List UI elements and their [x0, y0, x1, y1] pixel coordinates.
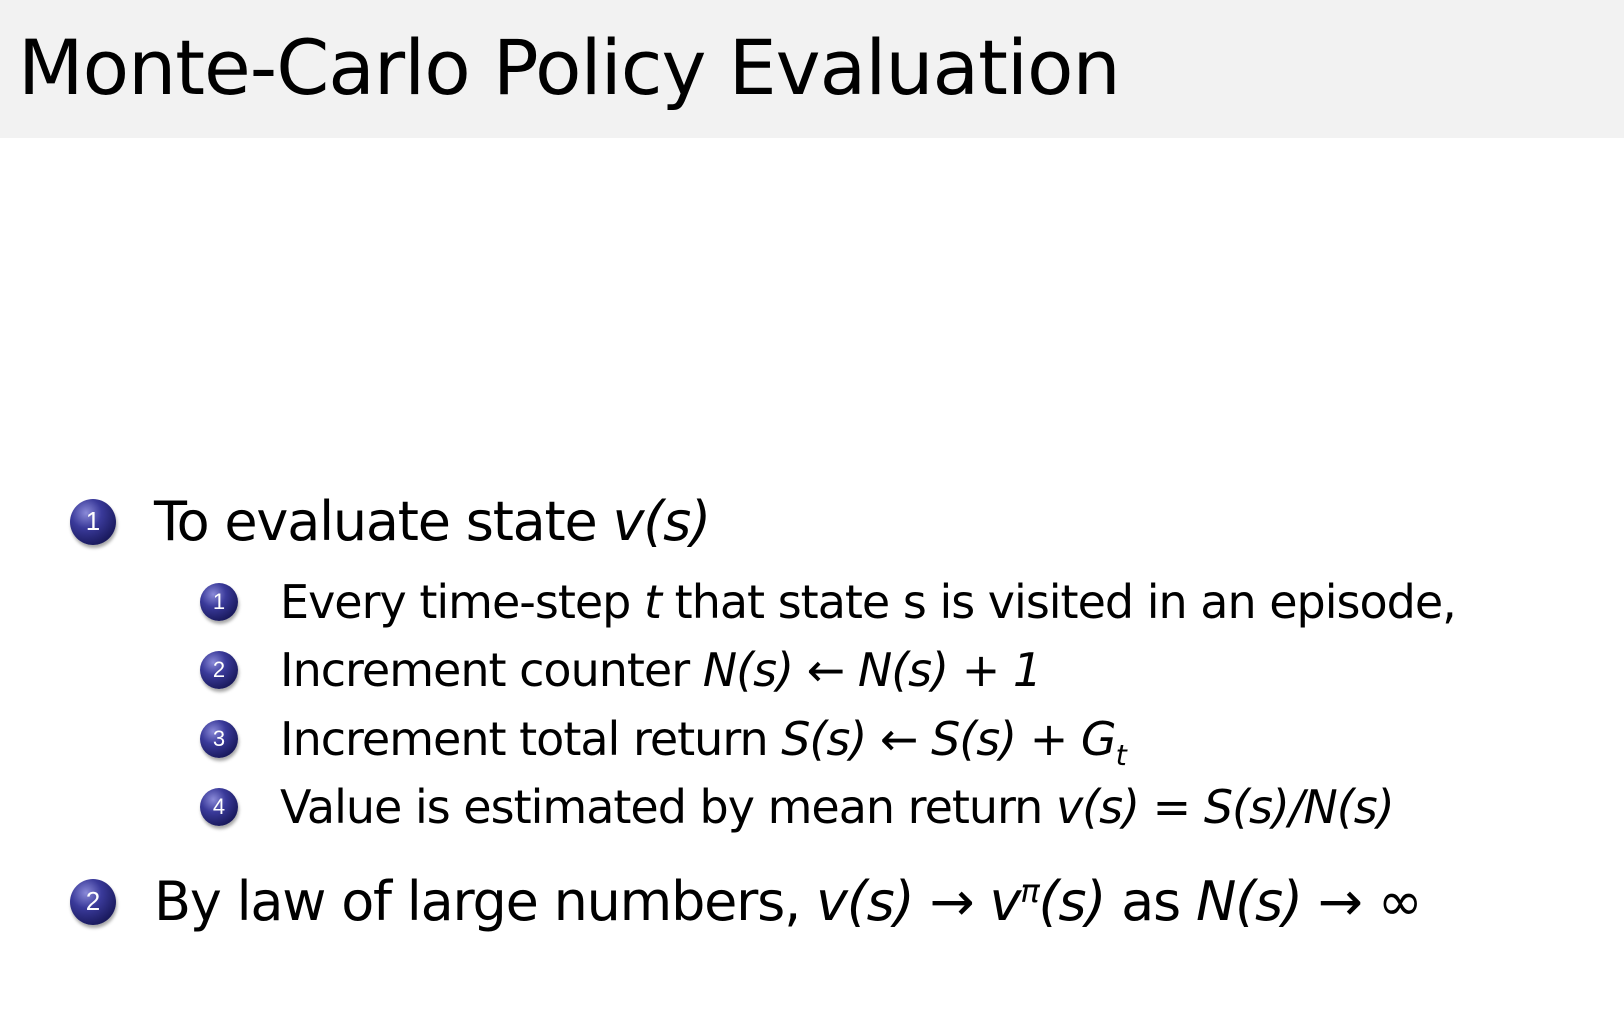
numbered-bullet-icon: 1	[200, 583, 238, 621]
numbered-bullet-icon: 2	[200, 651, 238, 689]
text-segment: Value is estimated by mean return	[280, 780, 1056, 834]
text-segment: By law of large numbers,	[154, 870, 817, 933]
item-text: To evaluate state v(s)	[154, 490, 712, 553]
title-bar: Monte-Carlo Policy Evaluation	[0, 0, 1624, 138]
math-segment: t	[1115, 738, 1127, 772]
list-item: 2 By law of large numbers, v(s) → vπ(s) a…	[70, 870, 1423, 933]
sub-list-item: 3 Increment total return S(s) ← S(s) + Gt	[200, 712, 1127, 772]
math-segment: π	[1020, 872, 1040, 911]
numbered-bullet-icon: 3	[200, 720, 238, 758]
math-segment: v(s) → v	[816, 870, 1021, 933]
sub-list-item: 2 Increment counter N(s) ← N(s) + 1	[200, 643, 1042, 697]
item-text: By law of large numbers, v(s) → vπ(s) as…	[154, 870, 1423, 933]
math-segment: N(s) → ∞	[1195, 870, 1423, 933]
text-segment: To evaluate state	[154, 490, 613, 553]
item-text: Increment total return S(s) ← S(s) + Gt	[280, 712, 1127, 772]
item-text: Increment counter N(s) ← N(s) + 1	[280, 643, 1042, 697]
math-segment: (s)	[1038, 870, 1107, 933]
list-item: 1 To evaluate state v(s)	[70, 490, 712, 553]
text-segment: Every time-step	[280, 575, 644, 629]
math-segment: t	[644, 575, 662, 629]
math-segment: v(s)	[612, 490, 712, 553]
numbered-bullet-icon: 1	[70, 498, 116, 545]
numbered-bullet-icon: 4	[200, 788, 238, 826]
text-segment: Increment total return	[280, 712, 782, 766]
math-segment: S(s) ← S(s) + G	[781, 712, 1116, 766]
text-segment: Increment counter	[280, 643, 703, 697]
math-segment: v(s) = S(s)/N(s)	[1055, 780, 1395, 834]
item-text: Value is estimated by mean return v(s) =…	[280, 780, 1395, 834]
math-segment: N(s) ← N(s) + 1	[702, 643, 1042, 697]
sub-list-item: 4 Value is estimated by mean return v(s) …	[200, 780, 1395, 834]
numbered-bullet-icon: 2	[70, 878, 116, 925]
slide-title: Monte-Carlo Policy Evaluation	[18, 23, 1121, 112]
sub-list-item: 1 Every time-step t that state s is visit…	[200, 575, 1457, 629]
text-segment: as	[1105, 870, 1196, 933]
item-text: Every time-step t that state s is visite…	[280, 575, 1457, 629]
text-segment: that state s is visited in an episode,	[661, 575, 1457, 629]
